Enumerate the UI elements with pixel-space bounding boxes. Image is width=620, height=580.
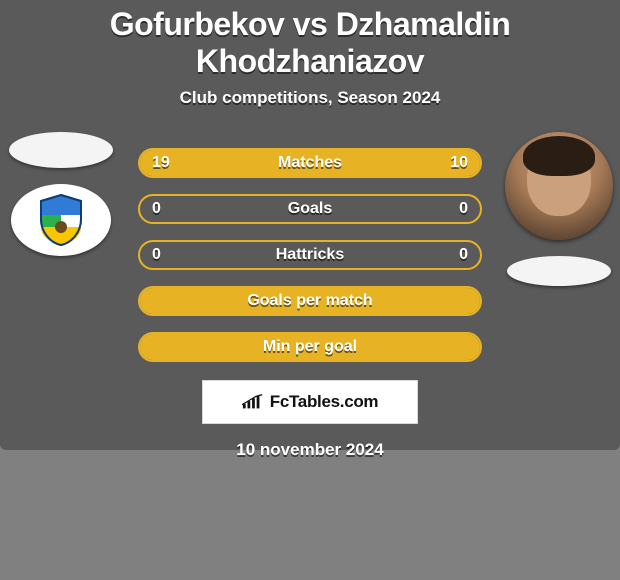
brand-label: FcTables.com: [270, 392, 379, 412]
stat-label: Matches: [278, 154, 342, 172]
stat-bar: Min per goal: [138, 332, 482, 362]
right-club-badge: [507, 256, 611, 286]
brand-box[interactable]: FcTables.com: [202, 380, 418, 424]
stat-value-right: 10: [450, 154, 468, 172]
subtitle: Club competitions, Season 2024: [0, 88, 620, 108]
left-player-avatar: [9, 132, 113, 168]
stat-value-left: 19: [152, 154, 170, 172]
stat-label: Goals per match: [247, 292, 372, 310]
left-player-column: [2, 132, 120, 256]
stat-bar: 0 0 Hattricks: [138, 240, 482, 270]
stat-label: Min per goal: [263, 338, 357, 356]
date-stamp: 10 november 2024: [0, 440, 620, 460]
stat-bar: 19 10 Matches: [138, 148, 482, 178]
stat-label: Goals: [288, 200, 332, 218]
comparison-card: Gofurbekov vs Dzhamaldin Khodzhaniazov C…: [0, 0, 620, 450]
right-player-avatar: [505, 132, 613, 240]
stat-bars: 19 10 Matches 0 0 Goals 0 0 Hattricks Goals per m…: [138, 148, 482, 362]
right-player-column: [500, 132, 618, 286]
stat-value-left: 0: [152, 200, 161, 218]
stat-bar: Goals per match: [138, 286, 482, 316]
shield-icon: [37, 193, 85, 247]
comparison-arena: 19 10 Matches 0 0 Goals 0 0 Hattricks Goals per m…: [0, 148, 620, 362]
stat-value-right: 0: [459, 246, 468, 264]
stat-value-right: 0: [459, 200, 468, 218]
stat-label: Hattricks: [276, 246, 344, 264]
chart-icon: [242, 394, 264, 410]
stat-value-left: 0: [152, 246, 161, 264]
page-title: Gofurbekov vs Dzhamaldin Khodzhaniazov: [0, 0, 620, 80]
left-club-badge: [11, 184, 111, 256]
stat-bar: 0 0 Goals: [138, 194, 482, 224]
